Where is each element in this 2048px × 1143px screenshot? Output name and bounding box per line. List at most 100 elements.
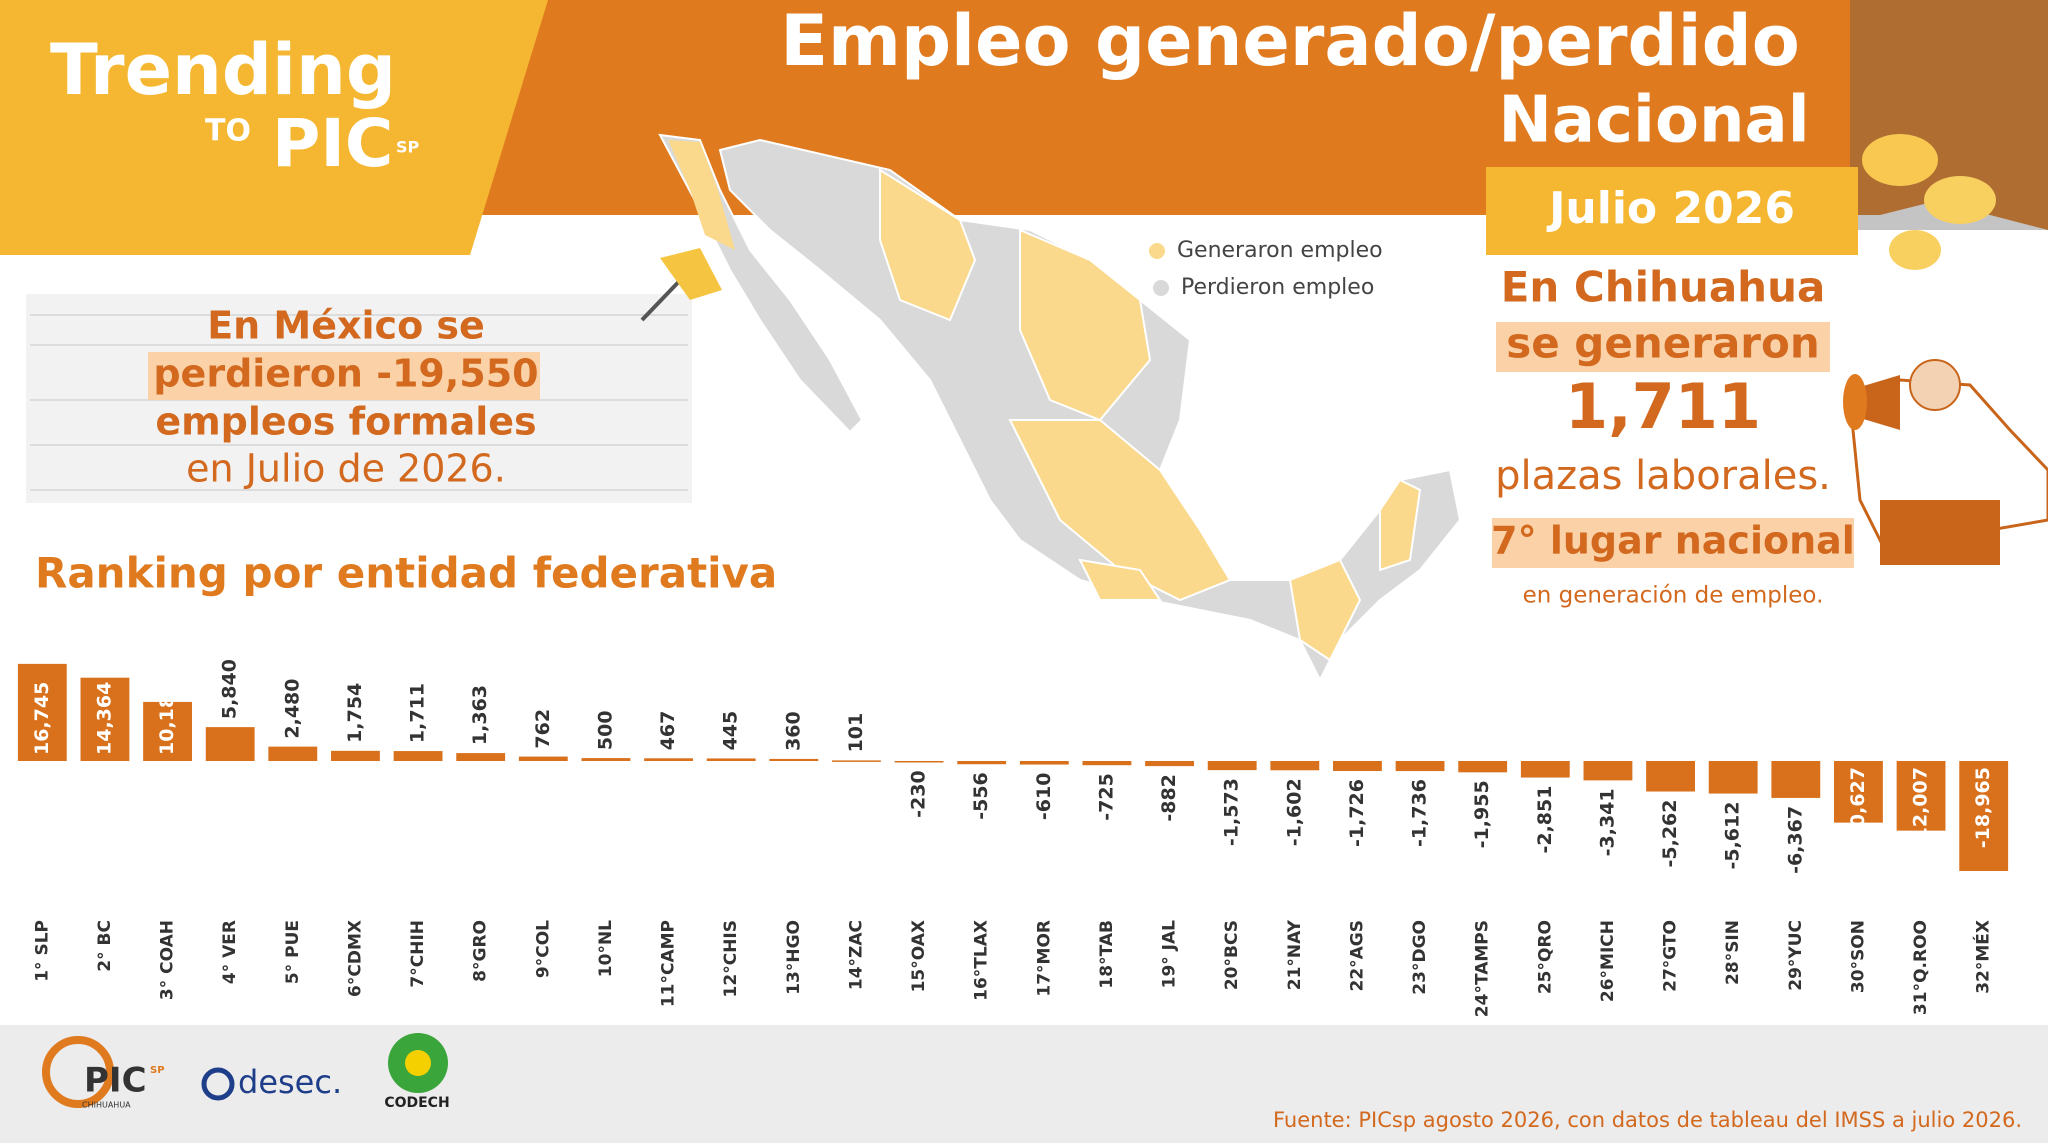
value-label: 762 (532, 709, 554, 749)
bar (1520, 761, 1570, 778)
x-tick-label: 14°ZAC (846, 920, 866, 990)
value-label: -725 (1095, 773, 1117, 821)
decoration (1889, 230, 1941, 270)
bar (769, 758, 819, 761)
value-label: 1,711 (407, 683, 429, 743)
x-tick-label: 3° COAH (158, 920, 178, 1000)
brand-sp: SP (396, 138, 420, 157)
logo-mark (405, 1050, 431, 1076)
value-label: -610 (1033, 773, 1055, 821)
summary-line: empleos formales (155, 400, 536, 444)
brand-to: TO (205, 114, 251, 149)
bar (1207, 761, 1257, 771)
logo-text: CODECH (384, 1095, 449, 1111)
value-label: -1,736 (1409, 779, 1431, 847)
bar (143, 701, 192, 761)
value-label: 101 (845, 713, 867, 753)
bar (894, 761, 944, 763)
title-line-2: Nacional (1498, 84, 1809, 158)
value-label: -12,007 (1910, 767, 1932, 848)
x-tick-label: 32°MÉX (1972, 920, 1994, 994)
x-tick-label: 18°TAB (1097, 920, 1117, 989)
x-tick-label: 29°YUC (1786, 920, 1806, 991)
bar (581, 758, 631, 761)
summary-line: perdieron -19,550 (153, 352, 538, 396)
bar (1896, 761, 1946, 831)
bar (1583, 761, 1633, 781)
value-label: -1,955 (1471, 780, 1493, 848)
legend-swatch (1153, 280, 1169, 296)
decoration (1862, 134, 1938, 186)
bar (1771, 761, 1821, 798)
x-tick-label: 17°MOR (1034, 920, 1054, 997)
x-tick-label: 22°AGS (1347, 920, 1367, 992)
bar (1145, 761, 1194, 767)
pin-head (660, 248, 722, 300)
bar (518, 756, 568, 761)
value-label: 16,745 (31, 682, 53, 755)
value-label: 5,840 (219, 659, 241, 719)
logo-mark (42, 1036, 114, 1108)
bar (1708, 761, 1758, 794)
value-label: 360 (782, 711, 804, 751)
x-tick-label: 23°DGO (1410, 920, 1430, 995)
value-label: 10,185 (156, 682, 178, 755)
x-tick-label: 4° VER (220, 920, 240, 984)
value-label: -1,573 (1221, 778, 1243, 846)
value-label: -1,602 (1283, 778, 1305, 846)
x-tick-label: 30°SON (1848, 920, 1868, 993)
logo-text: SP (150, 1065, 165, 1076)
x-tick-label: 24°TAMPS (1473, 920, 1493, 1017)
x-tick-label: 6°CDMX (345, 920, 365, 997)
value-label: -3,341 (1596, 788, 1618, 856)
value-label: 1,754 (344, 683, 366, 743)
bar (1458, 761, 1508, 773)
legend-swatch (1149, 243, 1165, 259)
x-tick-label: 8°GRO (471, 920, 491, 982)
bar (393, 751, 443, 761)
bar (1834, 761, 1883, 823)
title: Empleo generado/perdido (780, 0, 1800, 82)
x-tick-label: 16°TLAX (972, 920, 992, 1001)
value-label: 1,363 (469, 685, 491, 745)
summary-line: en Julio de 2026. (186, 447, 506, 491)
bar (1395, 761, 1445, 772)
x-tick-label: 12°CHIS (721, 920, 741, 997)
bar (80, 677, 130, 761)
bar (1333, 761, 1382, 772)
chart-title: Ranking por entidad federativa (35, 549, 777, 598)
logo-text: PIC (84, 1061, 147, 1101)
x-tick-label: 1° SLP (32, 920, 52, 982)
bar (1646, 761, 1695, 792)
value-label: -2,851 (1534, 786, 1556, 854)
bar (1019, 761, 1069, 765)
bar (1959, 761, 2009, 871)
value-label: 467 (657, 711, 679, 751)
highlight-number: 1,711 (1565, 370, 1761, 443)
highlight-line: en generación de empleo. (1523, 583, 1824, 609)
highlight-line: En Chihuahua (1501, 263, 1826, 312)
value-label: -230 (908, 770, 930, 818)
x-tick-label: 26°MICH (1598, 920, 1618, 1002)
bar (1082, 761, 1132, 766)
value-label: -10,627 (1847, 767, 1869, 848)
highlight-line: plazas laborales. (1495, 453, 1831, 499)
bar (706, 758, 756, 761)
bar (456, 753, 506, 761)
value-label: 445 (720, 711, 742, 751)
legend-label: Generaron empleo (1177, 238, 1383, 263)
brand-block (0, 0, 548, 255)
x-tick-label: 5° PUE (283, 920, 303, 984)
x-tick-label: 2° BC (95, 920, 115, 972)
logo-text: CHIHUAHUA (82, 1101, 131, 1110)
x-tick-label: 19° JAL (1160, 920, 1180, 989)
value-label: 500 (594, 710, 616, 750)
source-note: Fuente: PICsp agosto 2026, con datos de … (1273, 1108, 2022, 1132)
summary-line: En México se (207, 304, 485, 348)
value-label: 2,480 (281, 679, 303, 739)
value-label: -5,262 (1659, 800, 1681, 868)
x-tick-label: 21°NAY (1285, 919, 1305, 990)
bar (331, 750, 380, 761)
x-tick-label: 10°NL (596, 920, 616, 977)
